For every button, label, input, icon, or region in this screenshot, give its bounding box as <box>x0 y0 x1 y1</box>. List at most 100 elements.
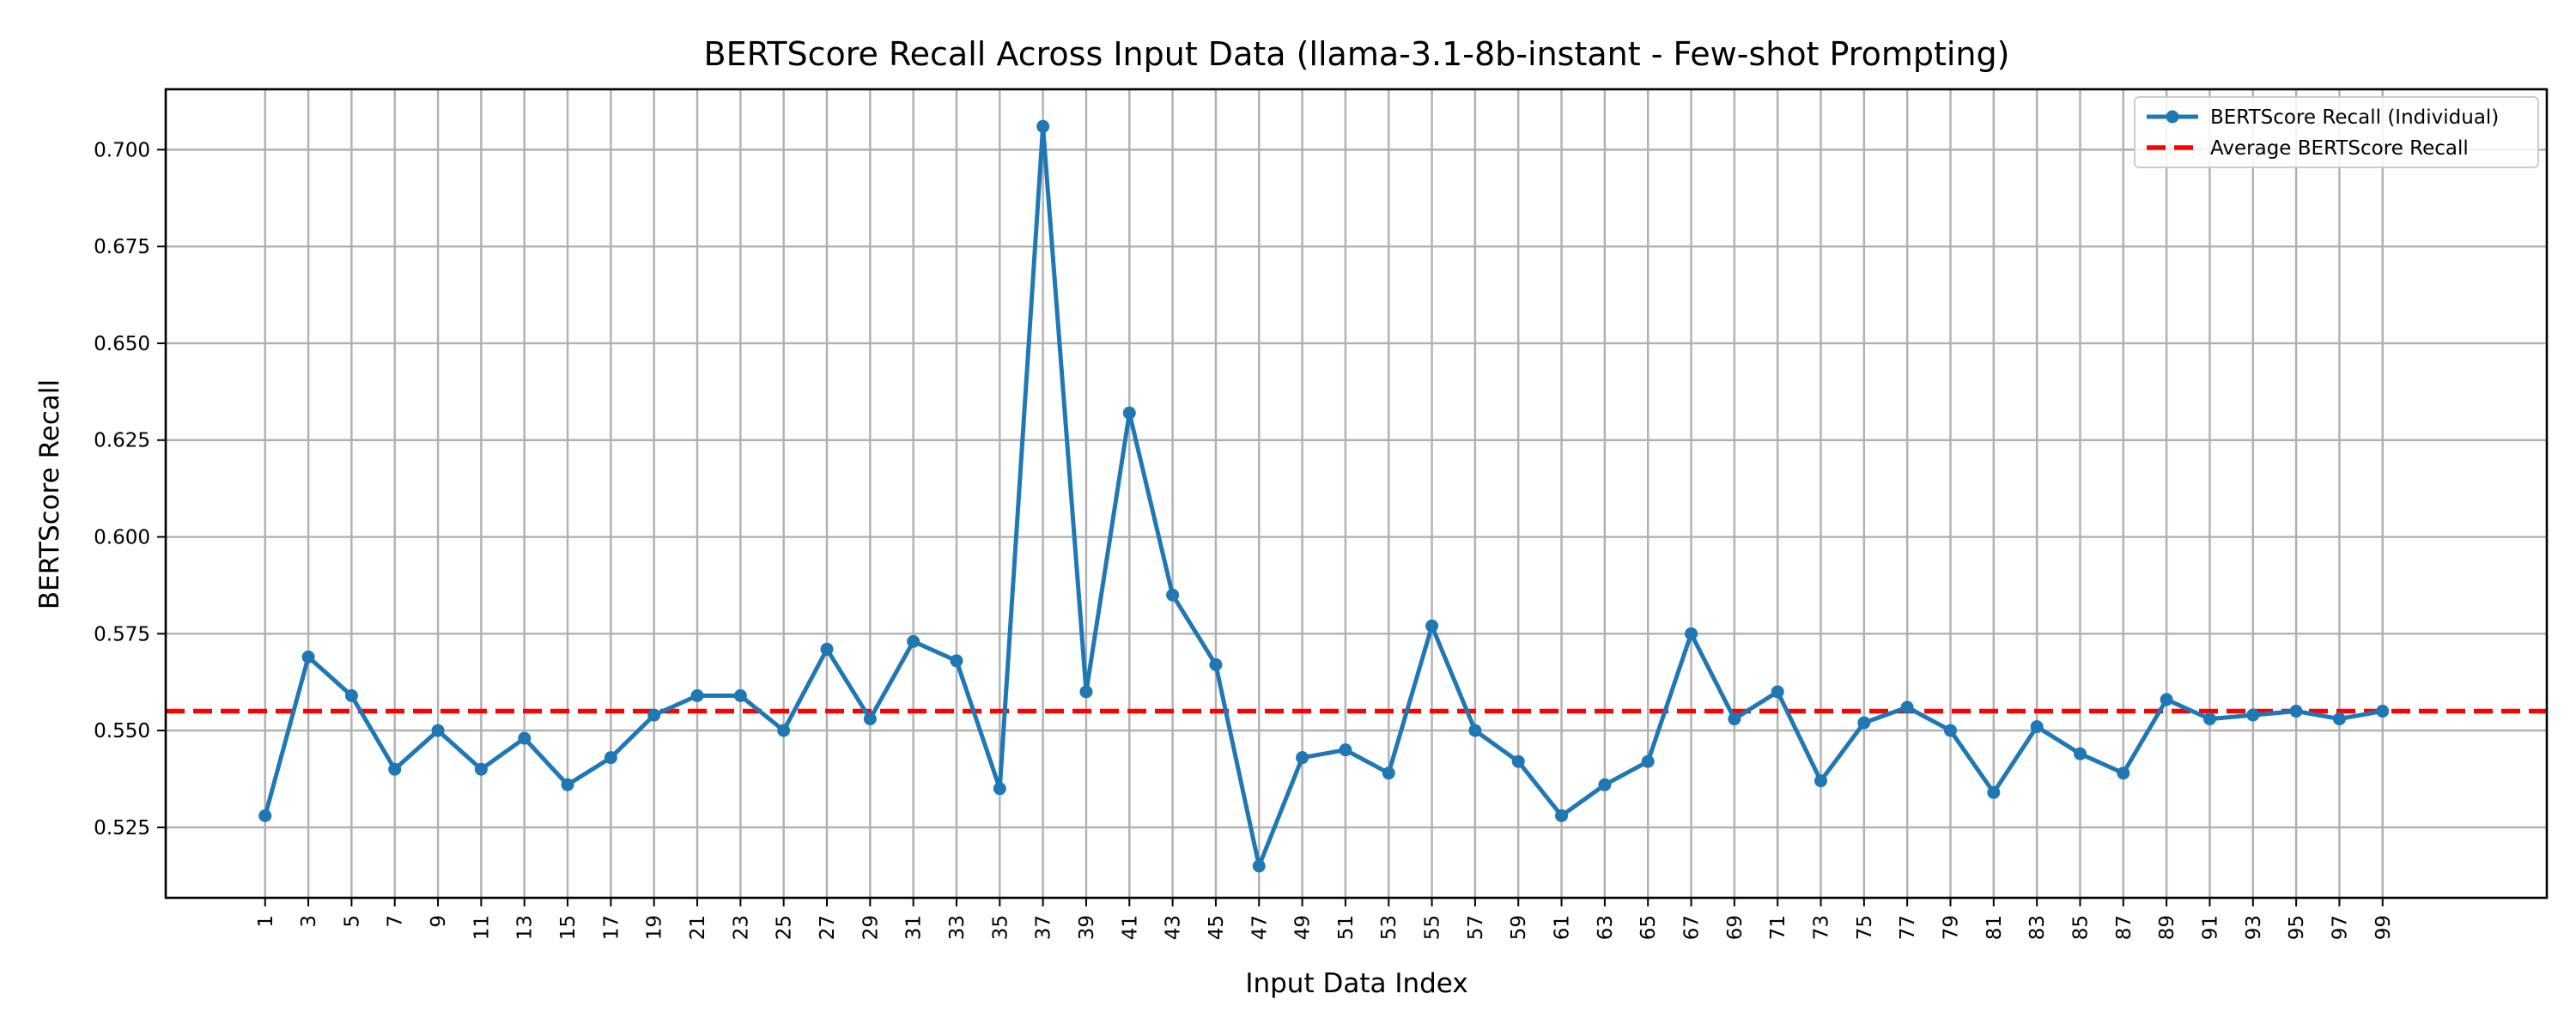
x-axis-label: Input Data Index <box>1245 968 1467 999</box>
legend-marker-individual <box>2166 110 2179 124</box>
data-point <box>344 689 358 702</box>
x-tick-label: 67 <box>1681 915 1704 940</box>
x-tick-label: 17 <box>600 915 623 940</box>
x-tick-label: 81 <box>1984 915 2006 940</box>
x-tick-label: 75 <box>1854 915 1876 940</box>
y-tick-label: 0.700 <box>94 139 150 161</box>
y-tick-label: 0.525 <box>94 817 150 839</box>
data-point <box>1425 619 1439 633</box>
data-point <box>1771 685 1784 699</box>
x-tick-label: 99 <box>2372 915 2395 940</box>
x-tick-label: 23 <box>730 915 752 940</box>
data-point <box>2376 705 2390 718</box>
data-point <box>690 689 704 702</box>
data-point <box>1122 406 1136 420</box>
x-tick-label: 43 <box>1163 915 1185 940</box>
data-point <box>647 708 661 722</box>
x-tick-label: 87 <box>2113 915 2136 940</box>
chart-title: BERTScore Recall Across Input Data (llam… <box>704 35 2010 73</box>
data-point <box>2202 712 2216 726</box>
y-axis-label: BERTScore Recall <box>34 379 65 609</box>
x-tick-label: 5 <box>341 915 363 928</box>
data-point <box>301 650 315 663</box>
data-point <box>2289 705 2303 718</box>
data-point <box>2332 712 2346 726</box>
data-point <box>1598 778 1612 791</box>
data-point <box>1252 859 1266 873</box>
data-point <box>777 724 791 737</box>
x-tick-label: 79 <box>1940 915 1962 940</box>
data-point <box>733 689 747 702</box>
data-point <box>820 642 834 656</box>
data-point <box>561 778 574 791</box>
data-point <box>1339 743 1352 757</box>
x-tick-label: 71 <box>1767 915 1789 940</box>
y-tick-label: 0.650 <box>94 333 150 355</box>
x-tick-label: 13 <box>514 915 537 940</box>
data-point <box>1900 700 1914 714</box>
x-tick-label: 41 <box>1119 915 1141 940</box>
data-point <box>2073 747 2087 760</box>
series-layer <box>258 119 2390 873</box>
y-tick-label: 0.625 <box>94 430 150 452</box>
x-tick-label: 95 <box>2286 915 2308 940</box>
data-point <box>1296 751 1309 765</box>
plot-frame <box>164 88 2549 900</box>
data-point <box>388 762 402 776</box>
y-tick-label: 0.675 <box>94 236 150 258</box>
x-tick-label: 37 <box>1033 915 1055 940</box>
x-tick-label: 51 <box>1335 915 1358 940</box>
data-point <box>431 724 445 737</box>
x-tick-label: 83 <box>2026 915 2049 940</box>
x-tick-label: 25 <box>774 915 796 940</box>
data-point <box>1468 724 1482 737</box>
data-point <box>1987 785 2001 799</box>
x-tick-label: 73 <box>1811 915 1833 940</box>
x-tick-label: 35 <box>989 915 1012 940</box>
data-point <box>604 751 617 765</box>
data-point <box>2160 693 2173 706</box>
data-point <box>518 731 532 745</box>
series-line-individual <box>263 124 2384 869</box>
x-tick-label: 1 <box>255 915 277 928</box>
x-tick-label: 9 <box>428 915 450 928</box>
data-point <box>1857 716 1871 730</box>
data-point <box>474 762 488 776</box>
data-point <box>1814 774 1828 788</box>
x-tick-label: 69 <box>1724 915 1747 940</box>
data-point <box>1209 657 1223 671</box>
x-tick-label: 85 <box>2069 915 2092 940</box>
x-tick-label: 89 <box>2156 915 2178 940</box>
data-point <box>1382 766 1395 780</box>
data-point <box>2030 720 2044 734</box>
x-tick-label: 21 <box>687 915 709 940</box>
x-tick-label: 7 <box>385 915 407 928</box>
y-tick-label: 0.600 <box>94 527 150 549</box>
legend-label-average: Average BERTScore Recall <box>2210 137 2469 160</box>
grid <box>166 89 2547 898</box>
data-point <box>2246 708 2260 722</box>
data-point <box>907 634 920 648</box>
x-tick-label: 45 <box>1206 915 1228 940</box>
x-tick-label: 77 <box>1897 915 1919 940</box>
x-tick-label: 91 <box>2199 915 2221 940</box>
x-tick-label: 29 <box>860 915 882 940</box>
y-tick-label: 0.550 <box>94 720 150 742</box>
data-point <box>258 809 272 822</box>
x-tick-label: 3 <box>298 915 320 928</box>
x-tick-label: 55 <box>1422 915 1444 940</box>
x-tick-label: 97 <box>2329 915 2351 940</box>
data-point <box>863 712 877 726</box>
data-point <box>1728 712 1741 726</box>
data-point <box>1511 754 1525 768</box>
data-point <box>1166 588 1180 602</box>
legend-box <box>2134 96 2539 168</box>
y-tick-label: 0.575 <box>94 623 150 645</box>
data-point <box>2117 766 2130 780</box>
x-tick-label: 15 <box>557 915 580 940</box>
x-tick-label: 11 <box>471 915 493 940</box>
x-tick-label: 49 <box>1292 915 1315 940</box>
data-point <box>1555 809 1569 822</box>
